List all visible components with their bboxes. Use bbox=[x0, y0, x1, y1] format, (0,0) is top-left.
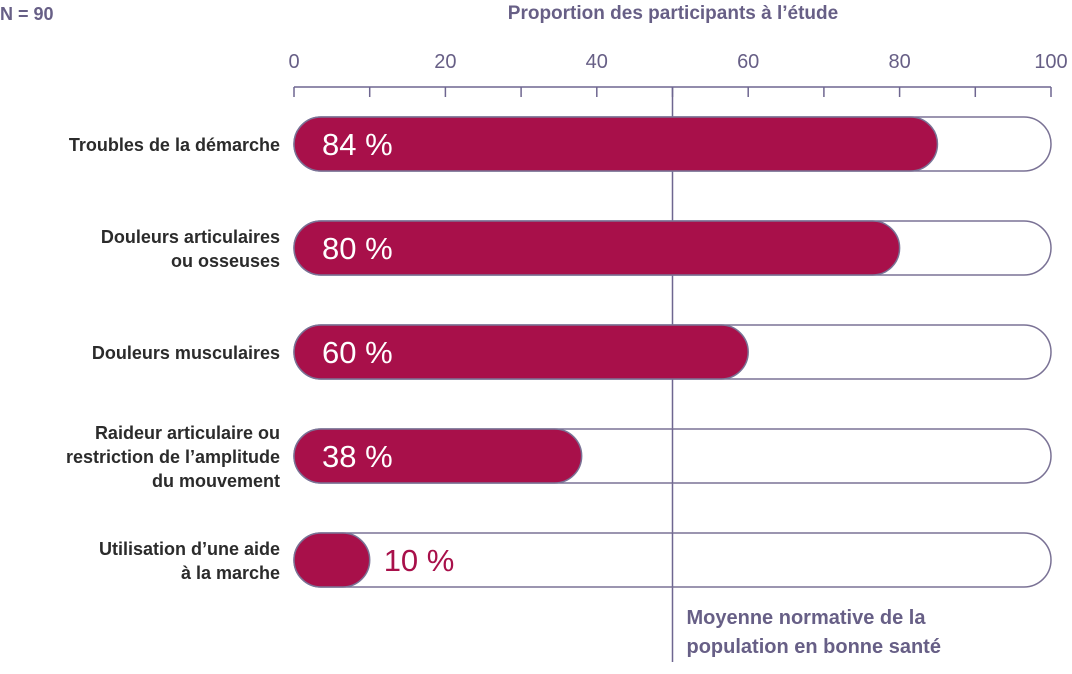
category-label: Troubles de la démarche bbox=[69, 135, 280, 155]
bar bbox=[293, 220, 901, 276]
category-label: Utilisation d’une aide à la marche bbox=[99, 539, 280, 583]
category-label-line: du mouvement bbox=[152, 471, 280, 491]
bar bbox=[293, 324, 749, 380]
x-tick-label: 60 bbox=[737, 51, 759, 73]
bar-value-label: 38 % bbox=[322, 439, 393, 474]
category-labels: Troubles de la démarche Douleurs articula… bbox=[66, 135, 280, 583]
sample-size-label: N = 90 bbox=[0, 4, 54, 24]
bar-value-label: 60 % bbox=[322, 335, 393, 370]
category-label-line: Troubles de la démarche bbox=[69, 135, 280, 155]
x-axis-title: Proportion des participants à l’étude bbox=[508, 3, 838, 24]
category-label-line: à la marche bbox=[181, 563, 280, 583]
category-label-line: restriction de l’amplitude bbox=[66, 447, 280, 467]
bar-value-label: 84 % bbox=[322, 127, 393, 162]
category-label: Douleurs articulaires ou osseuses bbox=[101, 227, 280, 271]
category-label-line: Douleurs articulaires bbox=[101, 227, 280, 247]
reference-line-label-line: population en bonne santé bbox=[687, 636, 941, 658]
bar-value-label: 80 % bbox=[322, 231, 393, 266]
category-label: Raideur articulaire ou restriction de l’a… bbox=[66, 423, 280, 491]
x-axis: 0 20 40 60 80 100 bbox=[288, 51, 1068, 97]
category-label-line: Douleurs musculaires bbox=[92, 343, 280, 363]
bar bbox=[293, 116, 939, 172]
x-tick-label: 20 bbox=[434, 51, 456, 73]
category-label-line: ou osseuses bbox=[171, 251, 280, 271]
x-tick-label: 100 bbox=[1034, 51, 1067, 73]
reference-line-label: Moyenne normative de la population en bon… bbox=[687, 607, 941, 658]
x-tick-label: 40 bbox=[586, 51, 608, 73]
x-tick-label: 80 bbox=[888, 51, 910, 73]
category-label-line: Raideur articulaire ou bbox=[95, 423, 280, 443]
reference-line-label-line: Moyenne normative de la bbox=[687, 607, 927, 629]
bar-value-label: 10 % bbox=[384, 543, 455, 578]
x-tick-label: 0 bbox=[288, 51, 299, 73]
category-label-line: Utilisation d’une aide bbox=[99, 539, 280, 559]
bar bbox=[293, 428, 583, 484]
category-label: Douleurs musculaires bbox=[92, 343, 280, 363]
bars: 84 % 80 % 60 % 38 % 10 % bbox=[293, 116, 1052, 588]
bar bbox=[293, 532, 371, 588]
